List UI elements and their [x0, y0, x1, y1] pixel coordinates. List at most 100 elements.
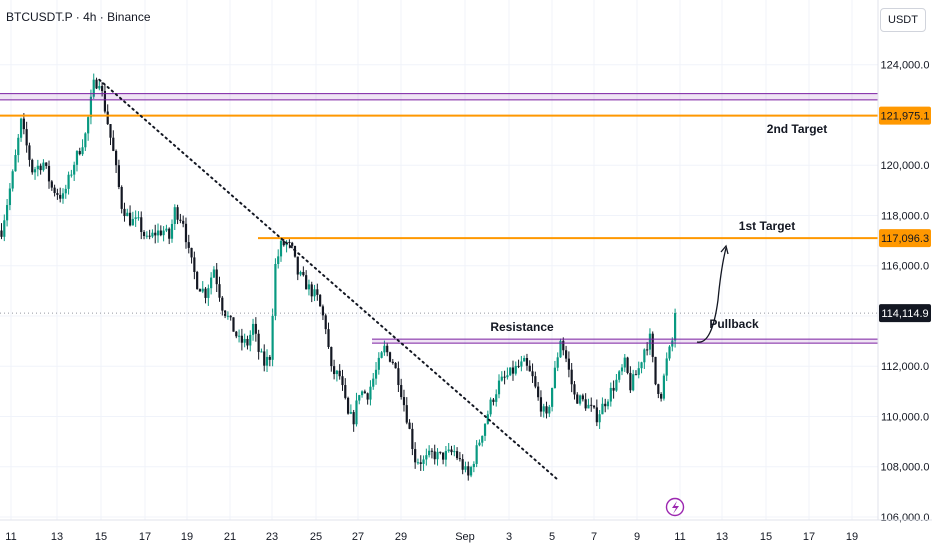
candle-body: [360, 391, 364, 396]
candle-body: [335, 370, 338, 375]
candle-body: [408, 422, 411, 429]
date-tick-label: 19: [846, 531, 858, 543]
date-tick-label: 15: [760, 531, 772, 543]
currency-selector[interactable]: USDT: [880, 8, 926, 32]
candle-body: [551, 387, 554, 407]
zone-band: [0, 93, 878, 100]
candle-body: [668, 346, 671, 359]
candle-body: [39, 165, 42, 171]
candle-body: [439, 451, 442, 453]
candle-body: [503, 376, 506, 378]
last-price-tag: [879, 304, 931, 323]
candle-body: [377, 357, 380, 370]
candle-body: [458, 458, 461, 460]
candle-body: [673, 313, 677, 341]
candle-body: [145, 235, 148, 237]
level-price-tag: [879, 106, 931, 125]
candle-body: [56, 193, 59, 195]
candle-body: [288, 241, 291, 243]
level-price-label: 117,096.3: [881, 233, 929, 245]
candle-body: [453, 451, 456, 453]
candle-body: [123, 208, 126, 217]
candle-body: [405, 405, 408, 423]
candle-body: [548, 406, 551, 414]
candle-body: [386, 345, 389, 353]
last-price-label: 114,114.9: [881, 308, 928, 320]
candle-body: [22, 118, 25, 130]
price-tick-label: 124,000.0: [881, 60, 930, 72]
candle-body: [576, 394, 579, 404]
candle-body: [61, 193, 65, 199]
candle-body: [497, 380, 501, 395]
candle-body: [73, 164, 76, 175]
candle-body: [240, 335, 243, 343]
candle-body: [182, 220, 185, 224]
candle-body: [481, 435, 484, 443]
candle-body: [511, 367, 515, 374]
candle-body: [444, 451, 448, 460]
grid: [0, 0, 878, 520]
candle-body: [67, 174, 70, 189]
candle-body: [128, 212, 132, 226]
candle-body: [428, 450, 431, 456]
candle-body: [433, 451, 436, 460]
candle-body: [422, 459, 425, 464]
candle-body: [509, 367, 512, 376]
candle-body: [349, 412, 352, 414]
candle-body: [553, 367, 557, 388]
candle-body: [523, 358, 526, 362]
candle-body: [615, 379, 618, 391]
date-tick-label: 11: [5, 531, 16, 543]
candle-body: [224, 310, 227, 316]
candle-body: [573, 384, 576, 395]
candle-body: [78, 151, 81, 155]
candle-body: [140, 217, 143, 233]
candle-body: [179, 219, 182, 221]
candle-body: [500, 376, 503, 381]
candle-body: [45, 162, 48, 166]
price-axis-bg: [878, 0, 932, 550]
candle-body: [604, 403, 607, 407]
candle-body: [291, 242, 294, 246]
candle-body: [114, 150, 118, 166]
price-tick-label: 110,000.0: [881, 411, 929, 423]
candle-body: [159, 230, 162, 236]
candle-body: [64, 188, 67, 194]
candle-body: [89, 96, 93, 118]
price-tick-label: 108,000.0: [881, 462, 930, 474]
date-tick-label: 11: [674, 531, 685, 543]
candle-body: [419, 462, 422, 464]
date-tick-label: 23: [266, 531, 278, 543]
candle-body: [352, 412, 355, 425]
symbol-title: BTCUSDT.P · 4h · Binance: [6, 10, 151, 24]
candle-body: [98, 86, 101, 89]
candle-body: [246, 338, 249, 346]
candle-body: [251, 323, 255, 335]
candle-body: [59, 194, 62, 199]
candle-body: [483, 423, 487, 436]
candle-body: [562, 340, 565, 351]
candle-body: [257, 333, 260, 352]
candle-body: [492, 399, 495, 402]
candle-body: [148, 235, 151, 237]
candle-body: [33, 169, 37, 173]
candle-body: [620, 367, 624, 372]
candle-body: [92, 79, 95, 97]
candle-body: [411, 428, 414, 450]
candle-body: [525, 358, 529, 366]
candle-body: [165, 228, 168, 231]
candle-body: [201, 288, 204, 292]
candle-body: [14, 155, 17, 172]
candle-body: [137, 217, 140, 219]
candle-body: [268, 356, 271, 360]
candle-body: [545, 406, 548, 414]
candle-body: [464, 466, 467, 470]
candle-body: [277, 256, 280, 265]
candle-body: [265, 356, 269, 366]
candle-body: [346, 397, 350, 414]
candle-body: [319, 294, 322, 307]
lightning-bolt-icon: [672, 501, 679, 514]
candle-body: [310, 284, 313, 297]
